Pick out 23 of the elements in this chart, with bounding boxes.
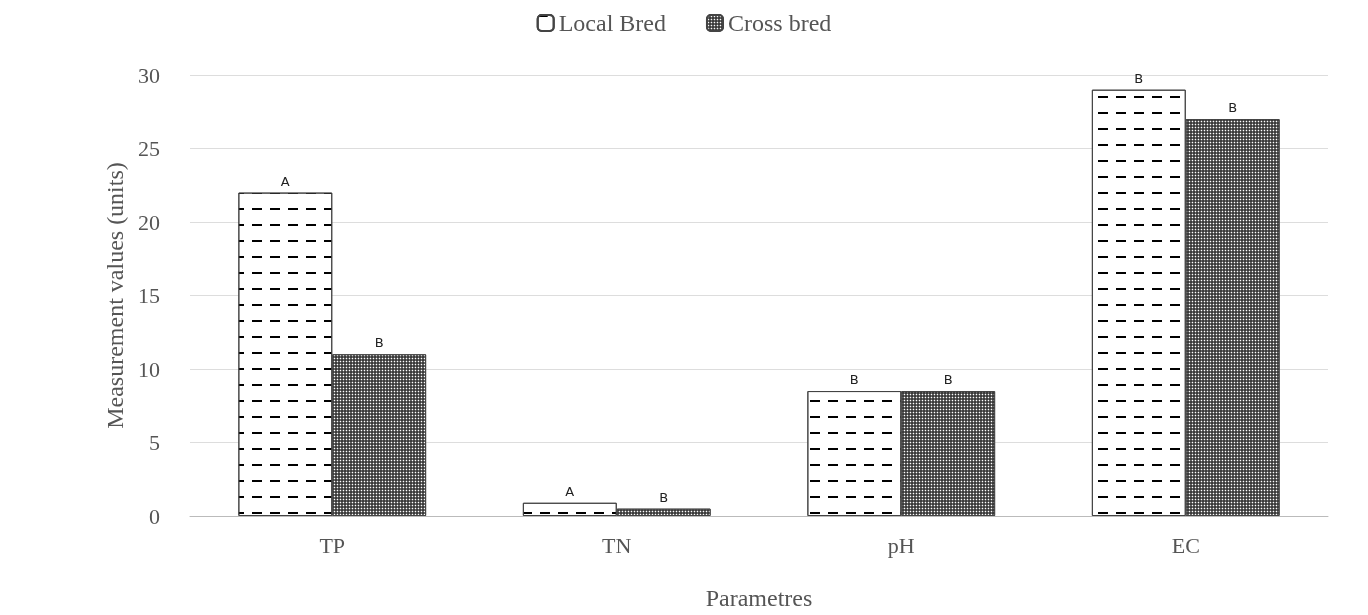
data-label: B: [1228, 100, 1238, 116]
data-label: B: [849, 372, 859, 388]
y-tick-label: 10: [138, 356, 160, 382]
data-label: B: [374, 335, 384, 351]
data-label: B: [659, 489, 669, 505]
y-tick-label: 25: [138, 136, 160, 161]
x-axis-title: Parametres: [705, 585, 813, 611]
x-tick-label: EC: [1171, 532, 1200, 558]
y-axis-title: Measurement values (units): [102, 162, 129, 429]
data-label: A: [280, 173, 290, 189]
y-tick-label: 20: [138, 209, 160, 235]
data-label: B: [943, 372, 953, 388]
data-label: A: [565, 483, 575, 499]
y-tick-label: 30: [138, 62, 160, 88]
y-tick-label: 5: [149, 430, 160, 455]
legend-label: Local Bred: [558, 10, 666, 36]
x-tick-label: TN: [602, 532, 632, 558]
data-label: B: [1134, 70, 1144, 86]
y-tick-label: 0: [149, 503, 160, 529]
y-tick-label: 15: [138, 283, 160, 308]
legend-label: Cross bred: [727, 10, 832, 36]
x-tick-label: pH: [887, 532, 915, 558]
x-tick-label: TP: [319, 532, 346, 558]
